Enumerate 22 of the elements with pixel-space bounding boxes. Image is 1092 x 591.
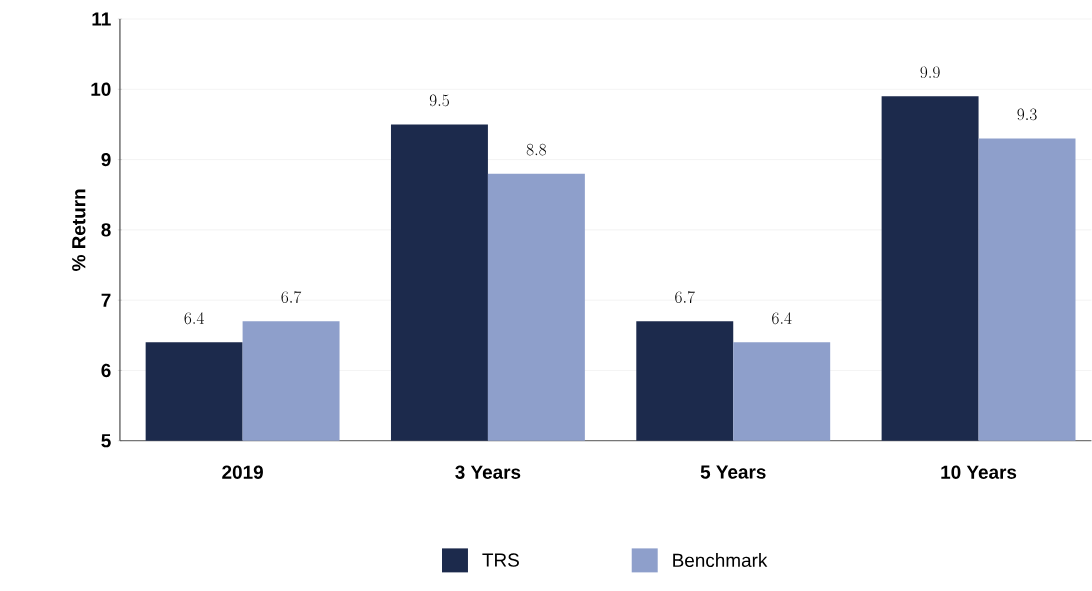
y-tick-label: 11 [92, 12, 111, 26]
data-label: 9.9 [920, 66, 940, 79]
data-label: 6.4 [772, 312, 792, 325]
legend-label: Benchmark [673, 553, 768, 568]
y-tick-label: 7 [101, 293, 111, 307]
x-tick-label: 5 Years [700, 465, 766, 479]
data-label: 9.5 [429, 94, 449, 107]
y-tick-label: 8 [101, 223, 111, 237]
y-tick-label: 10 [91, 82, 111, 97]
y-tick-label: 9 [101, 153, 111, 167]
y-tick-label: 5 [101, 434, 111, 448]
y-axis-title: % Return [72, 189, 86, 272]
data-label: 6.7 [675, 291, 695, 304]
data-label: 6.4 [184, 312, 205, 325]
x-tick-label: 2019 [222, 465, 263, 480]
data-label: 9.3 [1017, 108, 1037, 121]
x-tick-label: 10 Years [941, 465, 1017, 480]
y-tick-label: 6 [101, 363, 111, 378]
x-tick-label: 3 Years [455, 465, 521, 480]
legend-label: TRS [482, 553, 519, 567]
data-label: 8.8 [526, 143, 547, 156]
data-label: 6.7 [281, 291, 302, 304]
